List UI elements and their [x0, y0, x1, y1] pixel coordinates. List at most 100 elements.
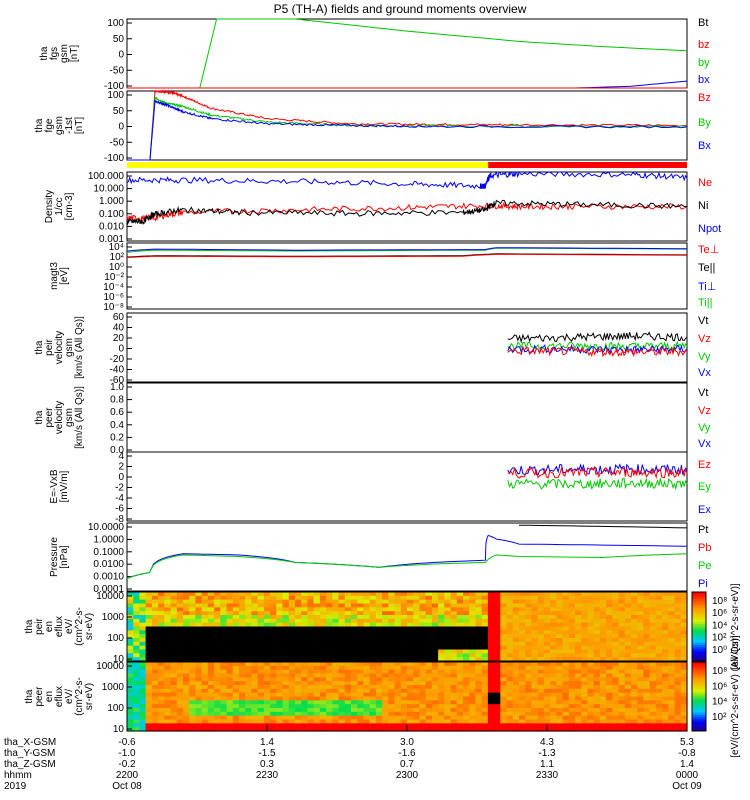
heatmap-cell — [413, 603, 421, 608]
heatmap-cell — [207, 599, 215, 605]
heatmap-cell — [419, 638, 427, 643]
heatmap-cell — [624, 711, 632, 717]
heatmap-cell — [357, 634, 365, 639]
heatmap-cell — [643, 685, 651, 690]
heatmap-cell — [637, 700, 645, 705]
heatmap-cell — [494, 645, 501, 651]
heatmap-cell — [263, 688, 271, 694]
heatmap-cell — [487, 649, 495, 654]
colorbar-step — [692, 658, 706, 662]
heatmap-cell — [158, 665, 165, 671]
heatmap-cell — [400, 673, 408, 678]
heatmap-cell — [232, 696, 240, 701]
heatmap-cell — [207, 665, 215, 671]
heatmap-cell — [568, 618, 576, 624]
heatmap-cell — [145, 662, 153, 667]
heatmap-cell — [662, 696, 669, 701]
heatmap-cell — [127, 622, 134, 628]
heatmap-cell — [239, 711, 246, 717]
heatmap-cell — [176, 708, 184, 713]
heatmap-cell — [475, 723, 483, 728]
y-axis-label: Pressure — [49, 537, 60, 577]
heatmap-cell — [127, 595, 134, 601]
heatmap-cell — [531, 711, 539, 717]
heatmap-cell — [282, 711, 290, 717]
heatmap-cell — [369, 700, 377, 705]
heatmap-cell — [593, 657, 601, 662]
heatmap-cell — [332, 677, 340, 682]
heatmap-cell — [263, 685, 271, 690]
heatmap-cell — [519, 630, 526, 635]
heatmap-cell — [183, 715, 190, 721]
heatmap-cell — [599, 603, 607, 608]
heatmap-cell — [307, 669, 315, 675]
heatmap-cell — [158, 653, 165, 658]
heatmap-cell — [487, 665, 495, 671]
heatmap-cell — [351, 630, 358, 635]
heatmap-cell — [207, 673, 215, 678]
heatmap-cell — [301, 653, 309, 658]
y-tick-label: 10.000 — [93, 184, 124, 195]
heatmap-cell — [568, 669, 576, 675]
heatmap-cell — [257, 626, 265, 631]
heatmap-cell — [668, 603, 676, 608]
heatmap-cell — [189, 715, 197, 721]
heatmap-cell — [425, 653, 433, 658]
series-line-Te⊥ — [126, 253, 688, 259]
heatmap-cell — [612, 615, 620, 620]
heatmap-cell — [512, 592, 520, 597]
heatmap-cell — [631, 719, 638, 724]
heatmap-cell — [263, 595, 271, 601]
heatmap-cell — [288, 615, 296, 620]
heatmap-cell — [531, 723, 539, 728]
heatmap-cell — [643, 595, 651, 601]
heatmap-cell — [195, 685, 203, 690]
series-line-Ti⊥ — [126, 247, 688, 252]
x-tick-X: 5.3 — [680, 737, 694, 748]
heatmap-cell — [145, 665, 153, 671]
colorbar-step — [692, 691, 706, 695]
heatmap-cell — [351, 719, 358, 724]
heatmap-cell — [438, 711, 445, 717]
colorbar-step — [692, 694, 706, 697]
heatmap-cell — [537, 711, 545, 717]
heatmap-cell — [351, 692, 358, 698]
heatmap-cell — [562, 700, 570, 705]
heatmap-cell — [631, 634, 638, 639]
heatmap-cell — [512, 673, 520, 678]
heatmap-cell — [456, 669, 464, 675]
heatmap-cell — [382, 641, 389, 647]
heatmap-cell — [407, 599, 414, 605]
heatmap-cell — [176, 641, 184, 647]
heatmap-cell — [307, 618, 315, 624]
heatmap-cell — [481, 657, 489, 662]
heatmap-cell — [214, 607, 221, 612]
heatmap-cell — [207, 715, 215, 721]
heatmap-cell — [369, 603, 377, 608]
heatmap-cell — [456, 708, 464, 713]
heatmap-cell — [668, 611, 676, 616]
heatmap-cell — [133, 669, 141, 675]
heatmap-cell — [282, 626, 290, 631]
heatmap-cell — [319, 681, 327, 686]
heatmap-cell — [375, 715, 383, 721]
heatmap-cell — [388, 719, 396, 724]
heatmap-cell — [469, 630, 477, 635]
heatmap-cell — [419, 595, 427, 601]
heatmap-cell — [158, 615, 165, 620]
heatmap-cell — [413, 715, 421, 721]
heatmap-cell — [344, 692, 352, 698]
heatmap-cell — [444, 723, 452, 728]
heatmap-cell — [662, 653, 669, 658]
heatmap-cell — [139, 681, 147, 686]
heatmap-cell — [332, 595, 340, 601]
heatmap-cell — [388, 618, 396, 624]
heatmap-cell — [251, 630, 259, 635]
heatmap-cell — [400, 677, 408, 682]
heatmap-cell — [338, 719, 346, 724]
heatmap-cell — [581, 595, 589, 601]
heatmap-cell — [382, 727, 389, 732]
heatmap-cell — [506, 638, 514, 643]
heatmap-cell — [220, 665, 228, 671]
heatmap-cell — [183, 727, 190, 732]
